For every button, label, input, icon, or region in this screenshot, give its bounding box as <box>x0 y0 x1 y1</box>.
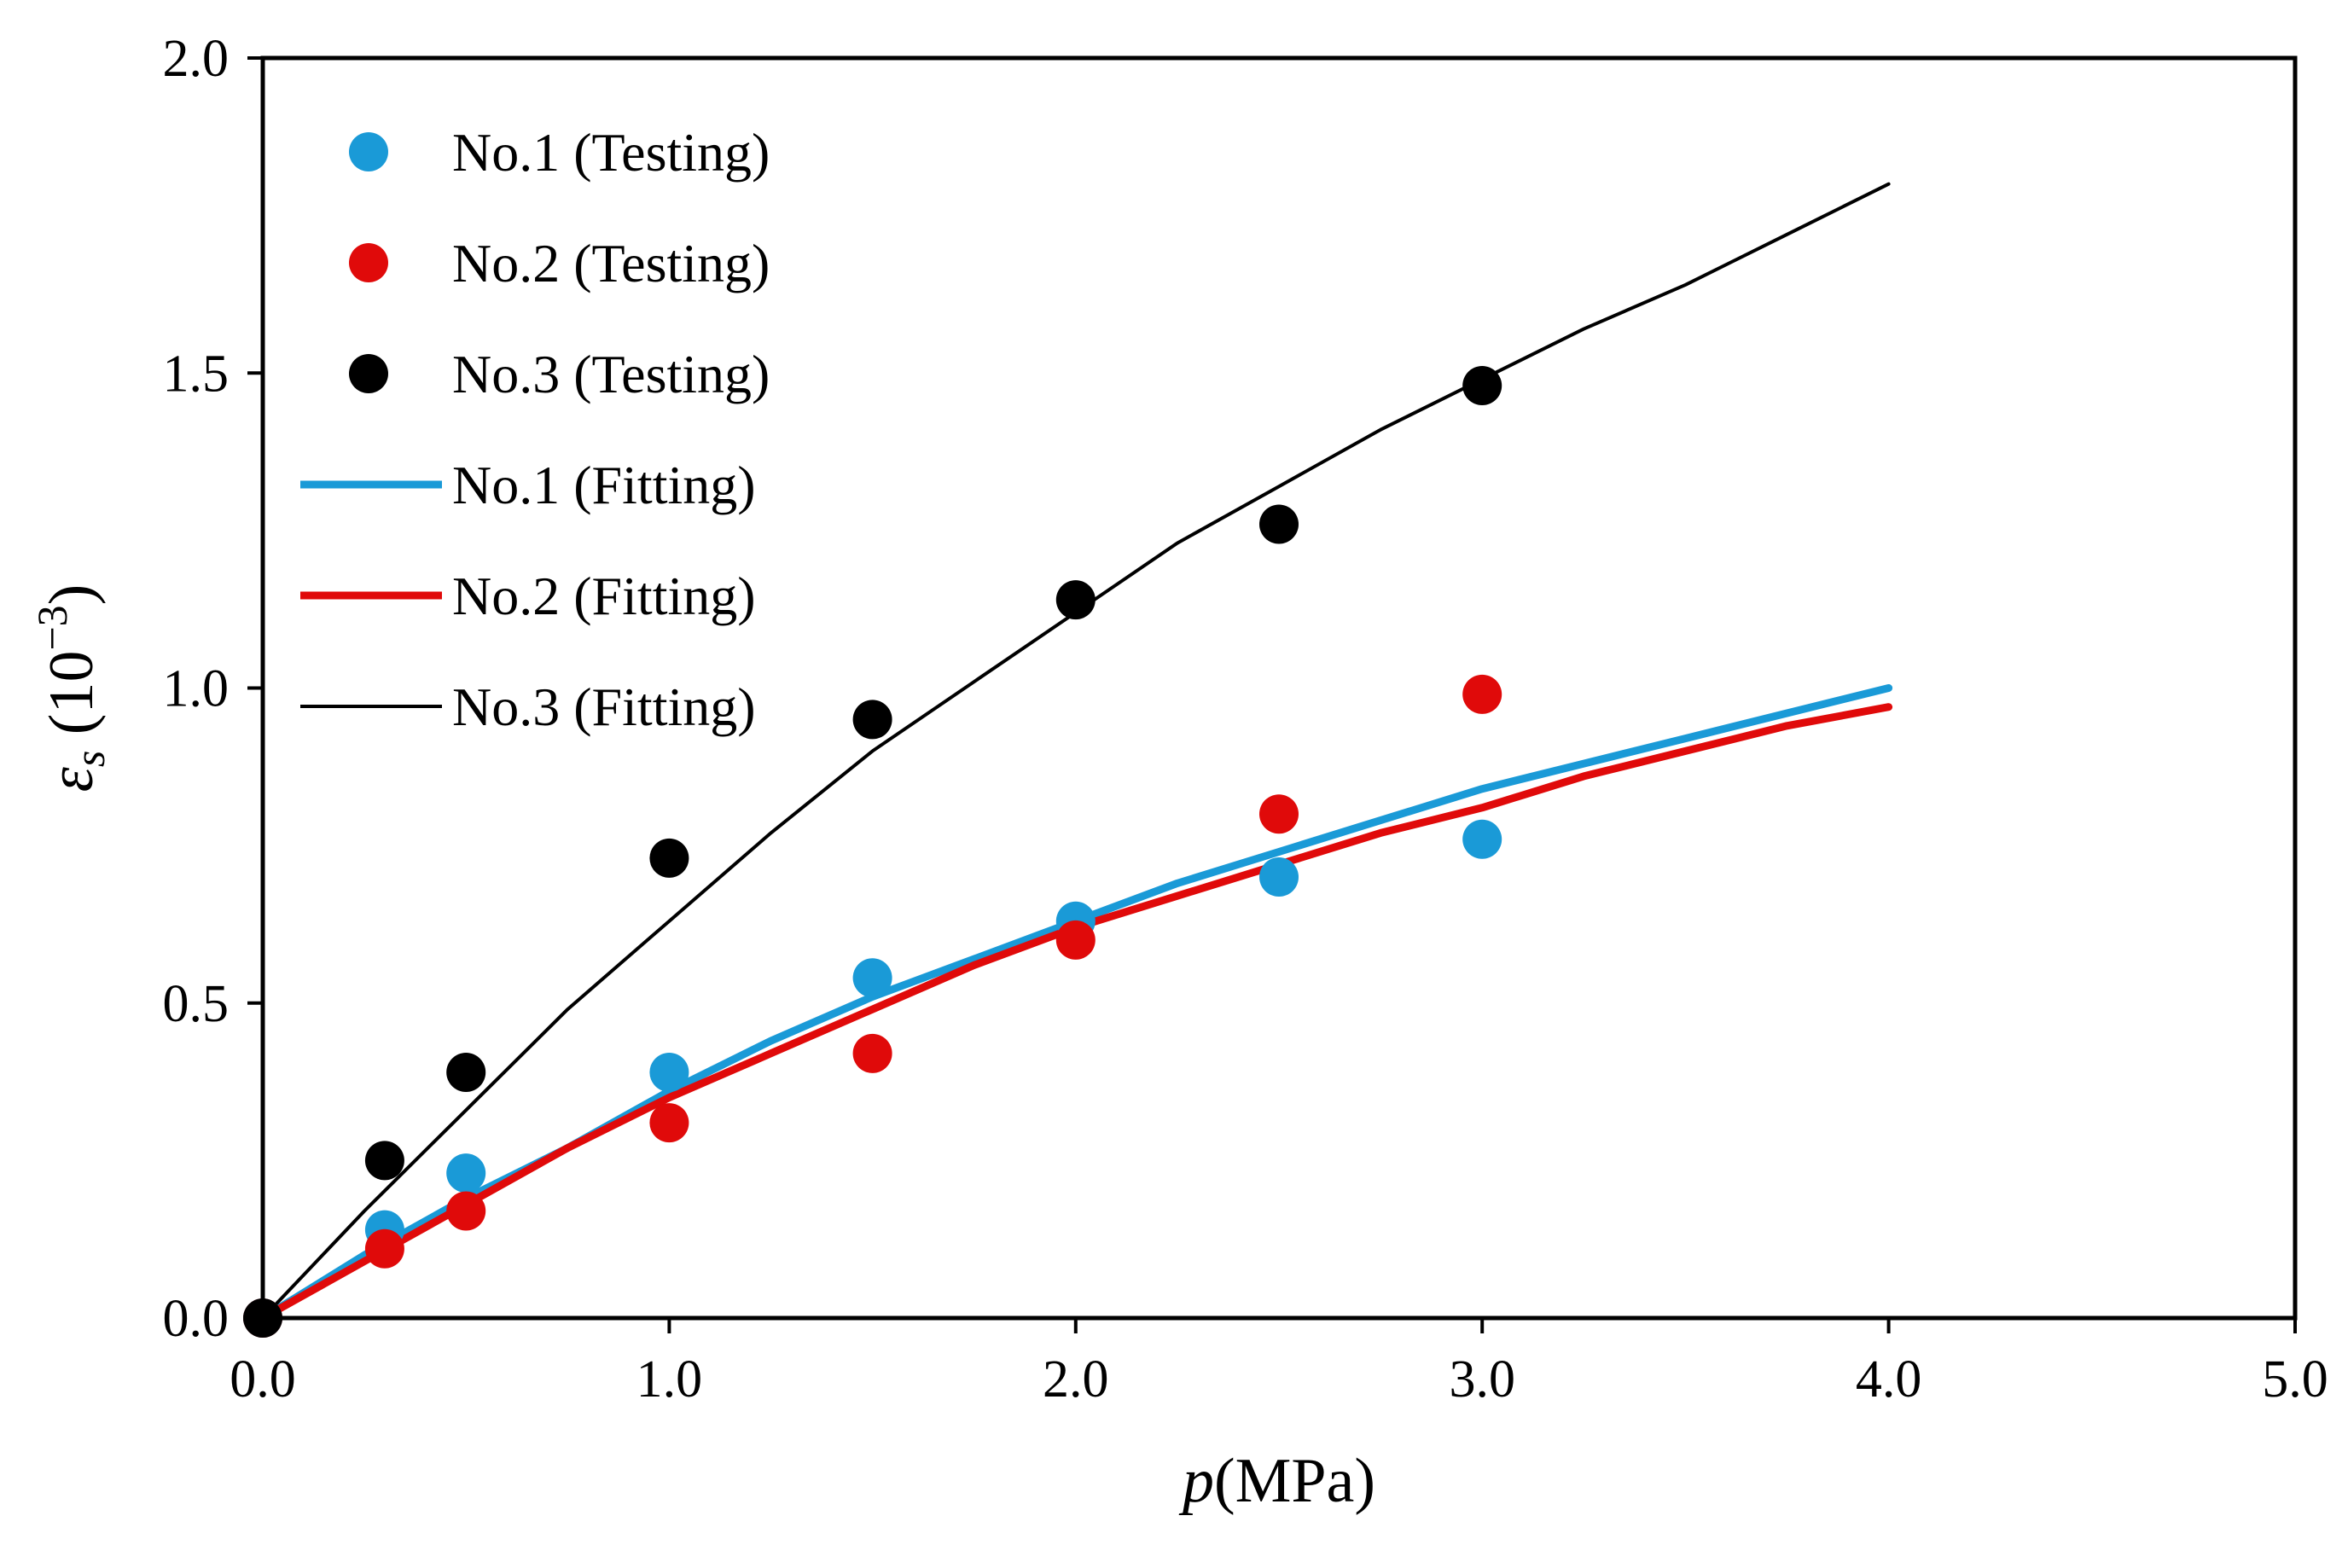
y-tick-label: 1.5 <box>163 345 230 403</box>
testing-point <box>852 700 892 740</box>
testing-point <box>1055 920 1096 960</box>
testing-point <box>852 1033 892 1073</box>
testing-point <box>649 1052 689 1092</box>
testing-point <box>649 838 689 878</box>
y-axis-title: εs (10−3) <box>28 584 113 793</box>
legend-point-symbol <box>349 132 388 171</box>
testing-point <box>446 1052 486 1092</box>
x-axis-variable: p <box>1178 1446 1214 1516</box>
ticks-layer: 0.0 1.0 2.0 3.0 4.0 5.0 0.0 0.5 1.0 1.5 2.0 <box>163 30 2328 1408</box>
testing-point <box>1462 674 1502 714</box>
legend-label: No.2 (Fitting) <box>452 566 756 626</box>
fitting-line-5 <box>259 703 1893 1322</box>
x-axis-unit: (MPa) <box>1214 1446 1375 1516</box>
legend-label: No.1 (Testing) <box>452 122 770 183</box>
testing-point <box>1462 819 1502 859</box>
testing-point <box>364 1141 404 1181</box>
testing-point <box>1055 580 1096 620</box>
y-axis-unit-exponent: −3 <box>28 605 76 650</box>
y-tick-label: 1.0 <box>163 660 230 718</box>
x-tick-label: 2.0 <box>1043 1350 1109 1408</box>
x-tick-label: 5.0 <box>2262 1350 2328 1408</box>
legend-label: No.3 (Testing) <box>452 344 770 404</box>
y-tick-label: 2.0 <box>163 30 230 88</box>
y-axis-unit-end: ) <box>37 584 107 606</box>
y-tick-label: 0.0 <box>163 1290 230 1348</box>
testing-point <box>1462 366 1502 406</box>
testing-point <box>446 1153 486 1193</box>
legend-point-symbol <box>349 243 388 282</box>
fitting-line-4 <box>259 684 1893 1322</box>
legend-point-symbol <box>349 354 388 393</box>
testing-points-layer <box>243 366 1502 1338</box>
y-axis-unit-start: (10 <box>37 651 107 751</box>
y-axis-variable: ε <box>37 766 107 792</box>
testing-point <box>852 958 892 998</box>
x-tick-label: 4.0 <box>1856 1350 1922 1408</box>
legend: No.1 (Testing) No.2 (Testing) No.3 (Testin… <box>300 122 770 737</box>
testing-point <box>446 1191 486 1231</box>
x-axis-title: p(MPa) <box>1178 1446 1375 1516</box>
x-tick-label: 1.0 <box>636 1350 703 1408</box>
x-tick-label: 0.0 <box>230 1350 296 1408</box>
legend-label: No.1 (Fitting) <box>452 455 756 515</box>
y-tick-label: 0.5 <box>163 975 230 1033</box>
testing-point <box>649 1103 689 1143</box>
y-axis-subscript: s <box>66 751 113 767</box>
testing-point <box>1259 794 1299 834</box>
testing-point <box>1259 857 1299 897</box>
testing-point <box>1259 504 1299 544</box>
x-tick-label: 3.0 <box>1449 1350 1515 1408</box>
legend-label: No.2 (Testing) <box>452 233 770 293</box>
testing-point <box>364 1228 404 1269</box>
legend-label: No.3 (Fitting) <box>452 677 756 737</box>
